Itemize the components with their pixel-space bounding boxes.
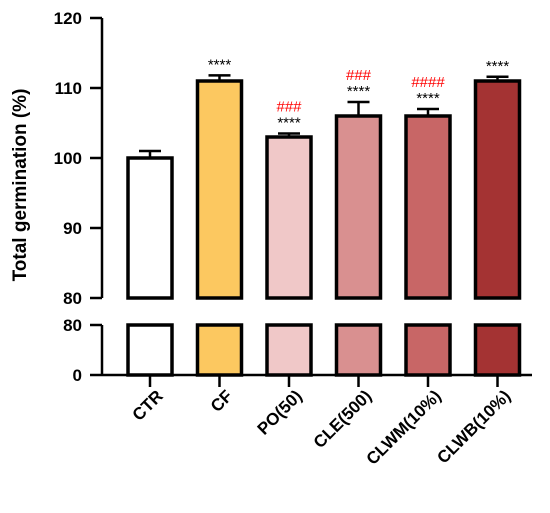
y-tick-upper-120: 120 <box>54 9 82 28</box>
bar-upper-5 <box>473 79 522 300</box>
bar-lower-5 <box>473 323 522 377</box>
x-tick-label-4: CLWM(10%) <box>363 386 445 468</box>
y-tick-upper-110: 110 <box>55 79 82 98</box>
bar-upper-1 <box>195 79 244 300</box>
y-axis-title: Total germination (%) <box>10 89 31 282</box>
y-tick-upper-100: 100 <box>54 149 82 168</box>
sig-vs-cf-4: #### <box>411 74 445 91</box>
sig-vs-ctr-2: **** <box>277 115 301 132</box>
bar-lower-4 <box>404 323 452 377</box>
bar-upper-0 <box>126 156 174 300</box>
bar-lower-2 <box>265 323 313 377</box>
sig-vs-cf-3: ### <box>346 67 372 84</box>
y-tick-lower-0: 0 <box>73 366 82 385</box>
error-bars <box>139 74 509 158</box>
sig-vs-ctr-1: **** <box>208 56 232 73</box>
sig-vs-ctr-3: **** <box>347 83 371 100</box>
sig-vs-cf-2: ### <box>276 99 302 116</box>
bar-lower-3 <box>334 323 383 377</box>
bar-lower-0 <box>126 323 174 377</box>
bars <box>126 79 522 377</box>
bar-upper-3 <box>334 114 383 300</box>
x-tick-label-5: CLWB(10%) <box>433 386 514 467</box>
x-tick-label-2: PO(50) <box>254 386 306 438</box>
y-tick-upper-90: 90 <box>63 219 82 238</box>
bar-lower-1 <box>195 323 244 377</box>
sig-vs-ctr-4: **** <box>416 90 440 107</box>
x-tick-label-1: CF <box>207 386 236 415</box>
bar-upper-4 <box>404 114 452 300</box>
x-tick-label-0: CTR <box>129 386 167 424</box>
annotations: CTR CF****PO(50)****###CLE(500)****###CLW… <box>129 56 515 468</box>
sig-vs-ctr-5: **** <box>486 58 510 75</box>
y-tick-upper-80: 80 <box>63 289 82 308</box>
bar-upper-2 <box>265 135 313 300</box>
y-tick-lower-80: 80 <box>63 316 82 335</box>
x-tick-label-3: CLE(500) <box>310 386 376 452</box>
